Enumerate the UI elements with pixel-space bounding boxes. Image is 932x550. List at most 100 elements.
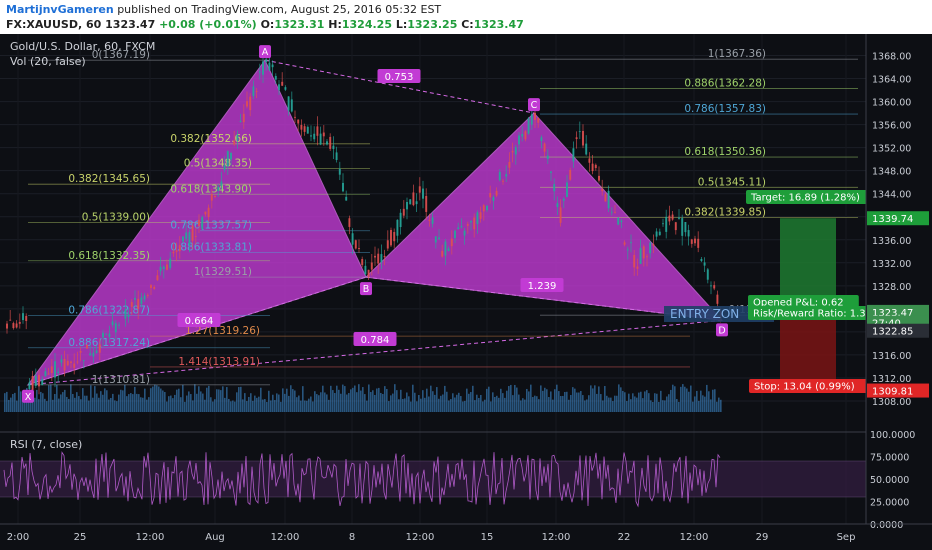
volume-bar [604, 386, 606, 412]
candle-body [396, 219, 399, 236]
candle-body [566, 182, 568, 197]
volume-bar [522, 398, 524, 412]
volume-bar [500, 388, 502, 412]
volume-bar [156, 385, 158, 412]
candle-body [300, 124, 303, 130]
price-tag-box [867, 304, 929, 319]
volume-bar [138, 394, 140, 412]
volume-bar [36, 389, 38, 412]
candle-body [326, 141, 328, 145]
volume-bar [570, 394, 572, 412]
candle-body [575, 137, 578, 140]
volume-bar [270, 400, 272, 412]
volume-bar [432, 391, 434, 412]
candle-body [681, 218, 684, 236]
candle-body [361, 259, 364, 266]
volume-bar [448, 400, 450, 412]
candle-body [342, 182, 344, 192]
volume-bar [400, 389, 402, 412]
candle-body [370, 262, 373, 270]
volume-bar [610, 397, 612, 412]
candle-body [230, 152, 232, 160]
candle-body [47, 373, 50, 375]
candle-body [217, 186, 220, 191]
volume-bar [16, 400, 18, 412]
rsi-pane [0, 431, 866, 508]
volume-bar [22, 394, 24, 412]
candle-body [546, 155, 549, 160]
candle-body [450, 238, 453, 247]
candle-body [463, 230, 466, 236]
volume-bar [164, 392, 166, 412]
volume-bar [196, 393, 198, 412]
candle-body [329, 136, 332, 149]
volume-bar [426, 388, 428, 412]
volume-bar [162, 390, 164, 412]
volume-bar [406, 392, 408, 412]
volume-bar [296, 397, 298, 412]
time-axis[interactable]: 2:00 25 12:00 Aug 12:00 8 12:00 15 12:00 22 12:00 2… [0, 523, 932, 543]
candle-body [214, 195, 216, 198]
volume-bar [24, 396, 26, 412]
volume-bar [550, 391, 552, 412]
candle-body [194, 236, 197, 237]
candle-body [690, 239, 693, 244]
volume-bar [682, 384, 684, 412]
candle-body [364, 265, 367, 275]
x-tick-label: 12:00 [680, 532, 709, 543]
volume-bar [580, 391, 582, 412]
author-link[interactable]: MartijnvGameren [6, 3, 114, 16]
volume-bar [12, 394, 14, 412]
volume-bar [628, 393, 630, 412]
candle-body [358, 248, 360, 249]
candle-body [409, 199, 412, 205]
volume-bar [286, 388, 288, 412]
volume-bar [188, 391, 190, 412]
candle-body [18, 321, 21, 324]
y-tick-label: 1312.00 [872, 374, 911, 385]
volume-bar [266, 401, 268, 412]
x-tick-label: 15 [481, 532, 494, 543]
candle-body [588, 158, 591, 163]
candle-body [169, 258, 172, 269]
candle-body [614, 211, 616, 213]
x-tick-label: 12:00 [271, 532, 300, 543]
y-tick-label: 1328.00 [872, 282, 911, 293]
volume-bar [404, 398, 406, 412]
volume-bar [382, 394, 384, 412]
volume-bar [646, 390, 648, 412]
volume-bar [338, 389, 340, 412]
price-axis[interactable]: 1368.00 1364.00 1360.00 1356.00 1352.00 1348.… [865, 34, 932, 550]
candle-body [297, 119, 300, 124]
volume-bar [710, 399, 712, 412]
volume-bar [300, 400, 302, 412]
volume-bar [380, 392, 382, 412]
candle-body [524, 131, 527, 140]
volume-bar [242, 399, 244, 412]
volume-bar [34, 397, 36, 412]
candle-body [511, 151, 514, 153]
volume-bar [136, 393, 138, 412]
point-label-b: B [363, 284, 370, 295]
volume-bar [718, 397, 720, 412]
volume-bar [98, 397, 100, 412]
volume-bar [464, 400, 466, 412]
candle-body [162, 266, 165, 270]
x-tick-label: 29 [756, 532, 769, 543]
candle-body [108, 333, 111, 337]
volume-bar [146, 399, 148, 412]
candle-body [390, 229, 392, 246]
price-chart[interactable]: 0(1367.19) 0.382(1345.65) 0.5(1339.00) 0.61… [0, 34, 932, 550]
candle-body [98, 344, 101, 353]
y-tick-label: 1364.00 [872, 75, 911, 86]
fib-ab-label: 0.382(1352.66) [170, 133, 252, 145]
point-label-d: D [718, 325, 725, 336]
candle-body [502, 180, 504, 182]
ratio-box [377, 69, 421, 83]
pnl-label: Opened P&L: 0.62 [753, 298, 844, 309]
candle-body [290, 99, 293, 112]
volume-bar [394, 384, 396, 412]
volume-bar [94, 386, 96, 412]
volume-bar [254, 395, 256, 412]
candle-body [556, 203, 559, 208]
